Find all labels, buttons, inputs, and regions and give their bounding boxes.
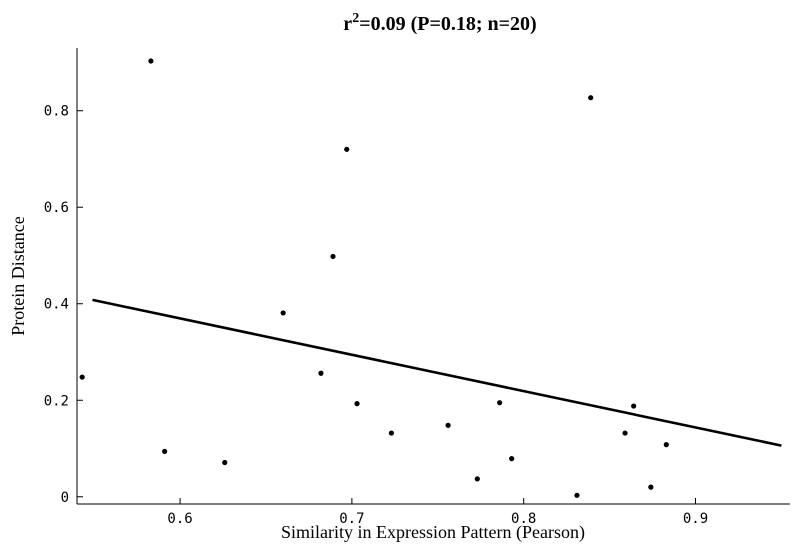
y-tick-label: 0 — [61, 490, 69, 506]
data-point — [663, 442, 669, 448]
data-point — [631, 403, 637, 409]
y-axis-label: Protein Distance — [8, 216, 28, 335]
data-point — [148, 58, 154, 64]
y-tick-label: 0.8 — [44, 104, 69, 120]
y-tick-label: 0.6 — [44, 200, 69, 216]
x-tick-label: 0.9 — [683, 511, 708, 527]
y-tick-label: 0.2 — [44, 393, 69, 409]
x-tick-label: 0.6 — [167, 511, 192, 527]
data-point — [354, 401, 360, 407]
data-point — [162, 448, 168, 455]
data-point — [222, 459, 228, 466]
chart-title-prefix: r — [343, 13, 352, 35]
data-point — [574, 492, 580, 498]
y-tick-label: 0.4 — [44, 297, 69, 313]
data-point — [280, 310, 286, 316]
data-point — [445, 422, 451, 428]
data-points — [79, 58, 669, 498]
data-point — [622, 430, 628, 436]
x-axis-label: Similarity in Expression Pattern (Pearso… — [281, 522, 585, 543]
x-ticks: 0.6 0.7 0.8 0.9 — [167, 498, 708, 527]
data-point — [509, 456, 515, 462]
data-point — [318, 370, 324, 376]
regression-line — [92, 298, 782, 447]
data-point — [497, 400, 503, 406]
chart-title-suffix: =0.09 (P=0.18; n=20) — [359, 13, 537, 35]
data-point — [474, 476, 480, 482]
chart-title-superscript: 2 — [352, 11, 359, 26]
y-ticks: 0 0.2 0.4 0.6 0.8 — [44, 104, 83, 506]
data-point — [344, 146, 350, 152]
data-point — [588, 95, 594, 101]
x-tick-label: 0.8 — [511, 511, 536, 527]
data-point — [330, 253, 336, 260]
data-point — [388, 430, 395, 436]
data-point — [79, 374, 85, 380]
x-tick-label: 0.7 — [339, 511, 364, 527]
chart-title: r2=0.09 (P=0.18; n=20) — [343, 11, 536, 35]
data-point — [648, 484, 654, 490]
